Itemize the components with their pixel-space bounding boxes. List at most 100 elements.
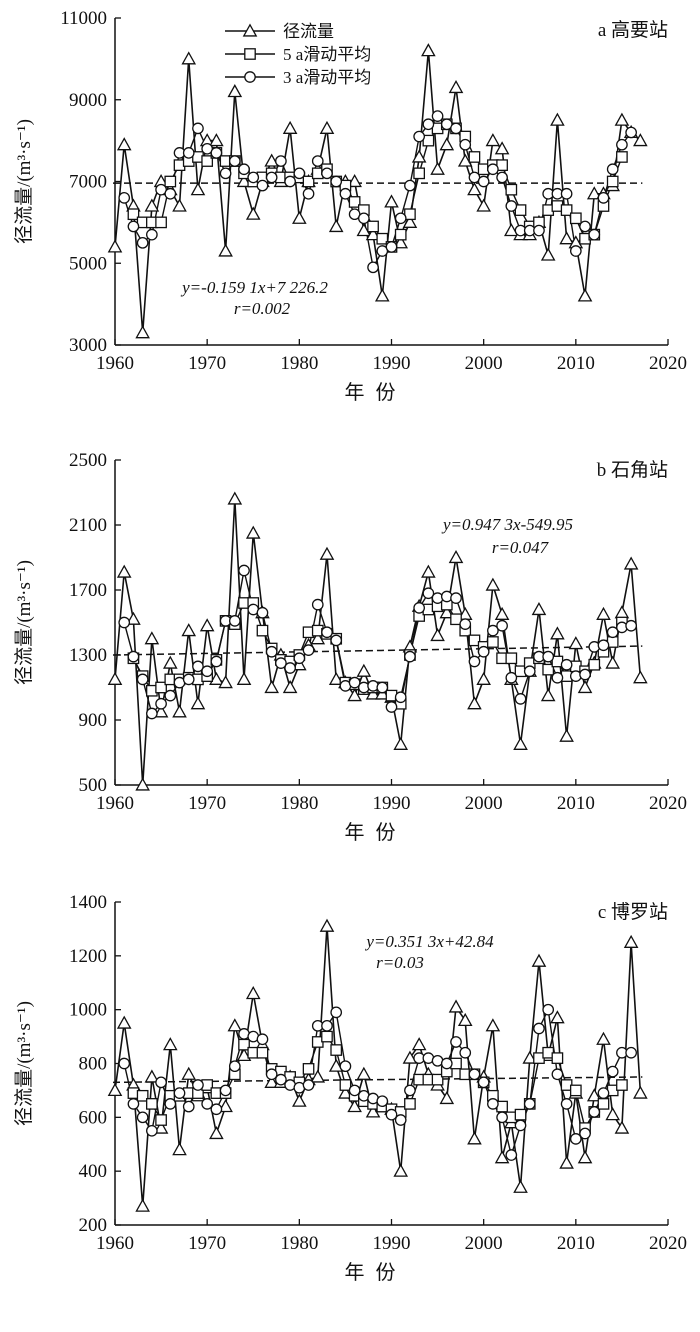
circle-marker: [321, 626, 333, 639]
circle-marker: [376, 1095, 389, 1108]
triangle-marker: [144, 1069, 160, 1083]
triangle-marker: [485, 577, 501, 591]
triangle-marker: [614, 1120, 630, 1134]
chart-panel-c: 200 400 600 800 1000 1200 1400 1960 1970 1980 1990…: [13, 892, 687, 1284]
circle-marker: [127, 1098, 140, 1110]
triangle-marker: [116, 137, 132, 151]
regression-equation: y=0.351 3x+42.84: [364, 932, 494, 951]
triangle-marker: [356, 223, 372, 237]
circle-marker: [330, 634, 343, 647]
triangle-marker: [457, 1012, 473, 1027]
triangle-marker: [614, 605, 630, 619]
triangle-marker: [448, 549, 464, 564]
triangle-marker: [319, 918, 335, 932]
triangle-marker: [328, 1058, 344, 1072]
triangle-marker: [577, 1150, 593, 1164]
circle-marker: [146, 1124, 158, 1137]
circle-marker: [146, 228, 158, 241]
triangle-marker: [347, 173, 362, 188]
circle-marker: [219, 167, 232, 180]
legend-label: 径流量: [283, 22, 334, 41]
x-tick-label: 2010: [557, 353, 595, 374]
legend-label: 3 a滑动平均: [283, 68, 371, 87]
circle-marker: [155, 1076, 167, 1089]
triangle-marker: [135, 325, 150, 339]
triangle-marker: [393, 1163, 409, 1177]
circle-marker: [514, 693, 527, 705]
triangle-marker: [227, 491, 243, 505]
y-tick-label: 600: [79, 1107, 108, 1128]
triangle-marker: [448, 79, 464, 94]
triangle-marker: [172, 198, 187, 212]
circle-marker: [238, 163, 250, 176]
x-tick-label: 1960: [96, 353, 134, 374]
triangle-marker: [107, 239, 123, 253]
triangle-marker: [310, 1069, 326, 1083]
triangle-marker: [328, 218, 344, 233]
triangle-marker: [393, 235, 409, 249]
circle-marker: [551, 1068, 564, 1081]
triangle-marker: [513, 736, 528, 750]
circle-marker: [228, 1060, 241, 1073]
triangle-marker: [402, 1050, 418, 1064]
x-axis-title: 年 份: [345, 381, 399, 404]
y-tick-label: 1700: [69, 580, 107, 601]
circle-marker: [339, 1060, 352, 1073]
circle-marker: [422, 118, 435, 131]
circle-marker: [210, 1103, 223, 1116]
circle-marker: [228, 155, 241, 167]
circle-marker: [450, 592, 462, 604]
triangle-marker: [633, 670, 648, 684]
x-tick-label: 2020: [649, 1233, 687, 1254]
triangle-marker: [292, 210, 307, 224]
triangle-marker: [540, 688, 556, 702]
legend: 径流量 5 a滑动平均 3 a滑动平均: [225, 22, 371, 87]
circle-marker: [569, 245, 582, 257]
circle-marker: [348, 1084, 361, 1097]
triangle-marker: [292, 1093, 307, 1107]
circle-marker: [192, 1079, 204, 1091]
circle-marker: [256, 179, 269, 192]
correlation-r: r=0.03: [376, 953, 424, 972]
square-marker: [256, 624, 269, 637]
circle-marker: [625, 126, 637, 139]
triangle-marker: [292, 657, 307, 671]
y-tick-label: 7000: [69, 172, 107, 193]
circle-marker: [477, 645, 490, 658]
circle-marker: [146, 707, 158, 720]
circle-marker: [265, 645, 278, 658]
square-marker: [505, 652, 518, 665]
circle-marker: [542, 650, 555, 663]
circle-marker: [155, 697, 167, 710]
circle-marker: [625, 1046, 637, 1059]
circle-marker: [450, 1036, 462, 1048]
triangle-marker: [328, 671, 344, 685]
triangle-marker: [245, 525, 261, 539]
triangle-marker: [467, 182, 482, 196]
circle-marker: [302, 187, 315, 200]
square-marker: [404, 1098, 416, 1110]
x-tick-label: 1980: [280, 353, 318, 374]
circle-marker: [385, 701, 398, 713]
circle-marker: [348, 676, 361, 689]
circle-marker: [404, 1084, 416, 1097]
circle-marker: [487, 624, 499, 637]
triangle-marker: [605, 1107, 621, 1121]
triangle-marker: [559, 728, 574, 742]
triangle-marker: [347, 688, 362, 702]
x-axis-title: 年 份: [345, 821, 399, 844]
circle-marker: [440, 1057, 453, 1070]
triangle-marker: [319, 546, 335, 560]
square-marker: [146, 1098, 158, 1110]
square-marker: [616, 151, 628, 163]
circle-marker: [118, 192, 131, 204]
triangle-marker: [209, 133, 224, 147]
square-marker: [569, 1084, 582, 1097]
triangle-marker: [236, 173, 252, 188]
circle-marker: [192, 122, 204, 135]
circle-marker: [192, 660, 204, 673]
circle-marker: [597, 639, 610, 652]
triangle-marker: [494, 606, 510, 620]
circle-icon: [244, 71, 256, 83]
triangle-marker: [504, 223, 519, 237]
